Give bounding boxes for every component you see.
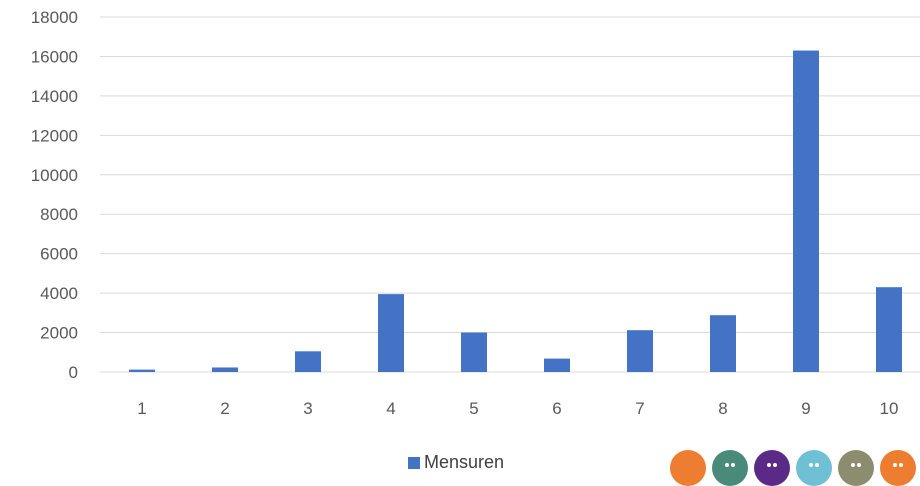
gridlines [100,16,920,373]
x-tick-label: 2 [220,399,229,418]
bar-7 [627,330,653,372]
face-eye [809,463,813,467]
y-axis-ticks: 0 2000 4000 6000 8000 10000 12000 14000 16000 180… [31,8,78,382]
y-tick-label: 0 [69,363,78,382]
x-axis-ticks: 1 2 3 4 5 6 7 8 9 10 [137,399,898,418]
bar-4 [378,294,404,372]
x-tick-label: 5 [469,399,478,418]
face-eye [767,463,771,467]
bar-6 [544,358,570,372]
legend: Mensuren [408,452,504,473]
face-icon [712,450,748,486]
bars [129,50,902,373]
bar-8 [710,315,736,372]
face-eye [857,463,861,467]
y-tick-label: 14000 [31,87,78,106]
legend-swatch [408,456,420,469]
y-tick-label: 4000 [40,284,78,303]
y-tick-label: 10000 [31,166,78,185]
face-eye [899,463,903,467]
x-tick-label: 4 [386,399,395,418]
bar-3 [295,351,321,372]
face-icon [838,450,874,486]
bar-chart: 0 2000 4000 6000 8000 10000 12000 14000 16000 180… [31,8,920,418]
bar-9 [793,50,819,373]
face-icon [754,450,790,486]
face-eye [851,463,855,467]
x-tick-label: 6 [552,399,561,418]
x-tick-label: 8 [718,399,727,418]
face-eye [773,463,777,467]
x-tick-label: 7 [635,399,644,418]
bar-2 [212,367,238,372]
x-tick-label: 1 [137,399,146,418]
y-tick-label: 18000 [31,8,78,27]
x-tick-label: 3 [303,399,312,418]
y-tick-label: 2000 [40,324,78,343]
bar-10 [876,287,902,372]
face-icon [880,450,916,486]
face-eye [893,463,897,467]
decorative-faces [670,450,920,486]
bar-5 [461,332,487,372]
y-tick-label: 12000 [31,126,78,145]
y-tick-label: 8000 [40,205,78,224]
y-tick-label: 16000 [31,47,78,66]
bar-1 [129,369,155,372]
face-eye [815,463,819,467]
y-tick-label: 6000 [40,245,78,264]
face-eye [731,463,735,467]
legend-label: Mensuren [424,452,505,472]
x-tick-label: 9 [801,399,810,418]
face-eye [725,463,729,467]
face-icon [796,450,832,486]
face-icon [670,450,706,486]
x-tick-label: 10 [880,399,899,418]
